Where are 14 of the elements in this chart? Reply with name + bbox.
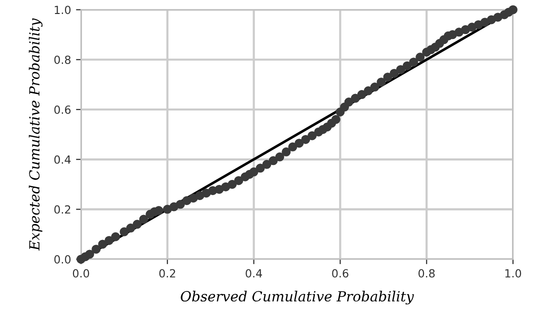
x-tick-label: 0.8 — [418, 269, 435, 278]
y-axis-title: Expected Cumulative Probability — [28, 18, 42, 251]
y-tick-label: 0.6 — [54, 105, 71, 114]
x-tick-label: 0.2 — [159, 269, 176, 278]
x-tick-label: 0.6 — [332, 269, 348, 278]
y-tick-label: 0.2 — [54, 205, 70, 214]
x-tick-label: 0.0 — [72, 269, 90, 278]
y-tick-label: 0.0 — [54, 255, 71, 264]
y-tick-label: 0.4 — [54, 155, 71, 164]
y-tick-label: 0.8 — [54, 56, 71, 64]
x-tick-label: 1.0 — [505, 269, 522, 278]
x-axis-title: Observed Cumulative Probability — [180, 290, 414, 304]
x-tick-label: 0.4 — [246, 269, 262, 278]
y-tick-label: 1.0 — [54, 6, 71, 14]
